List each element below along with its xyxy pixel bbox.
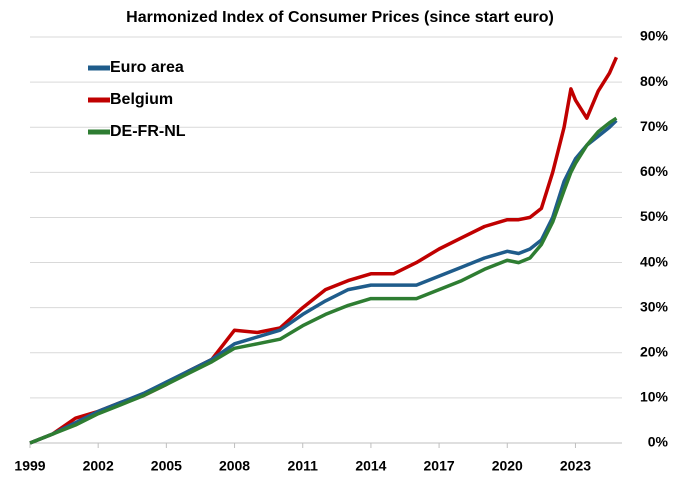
y-tick-label: 80% bbox=[640, 73, 669, 89]
series-line bbox=[29, 116, 618, 445]
x-tick-label: 2008 bbox=[219, 458, 250, 474]
y-tick-label: 60% bbox=[640, 163, 669, 179]
y-tick-label: 0% bbox=[648, 434, 669, 450]
y-tick-label: 30% bbox=[640, 298, 669, 314]
y-tick-label: 90% bbox=[640, 28, 669, 44]
chart-title: Harmonized Index of Consumer Prices (sin… bbox=[126, 9, 554, 26]
y-tick-label: 50% bbox=[640, 208, 669, 224]
x-tick-label: 1999 bbox=[14, 458, 45, 474]
x-tick-label: 2017 bbox=[424, 458, 455, 474]
x-tick-label: 2014 bbox=[355, 458, 386, 474]
y-tick-label: 70% bbox=[640, 118, 669, 134]
legend-label: Euro area bbox=[110, 59, 184, 76]
y-tick-label: 10% bbox=[640, 389, 669, 405]
x-tick-label: 2020 bbox=[492, 458, 523, 474]
x-tick-label: 2023 bbox=[560, 458, 591, 474]
series-line bbox=[29, 119, 618, 445]
x-tick-label: 2005 bbox=[151, 458, 182, 474]
y-tick-label: 20% bbox=[640, 343, 669, 359]
x-tick-label: 2011 bbox=[288, 458, 319, 474]
legend-label: Belgium bbox=[110, 91, 173, 108]
y-tick-label: 40% bbox=[640, 253, 669, 269]
x-tick-label: 2002 bbox=[83, 458, 114, 474]
legend-label: DE-FR-NL bbox=[110, 123, 186, 140]
